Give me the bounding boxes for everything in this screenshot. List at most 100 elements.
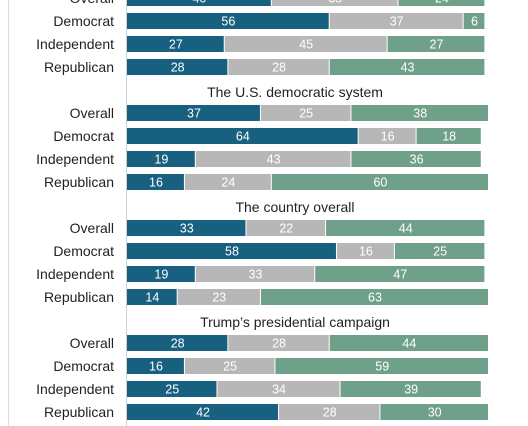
bar-segment [315,266,485,282]
bar-segment [228,59,329,75]
data-label: 56 [221,15,235,29]
data-label: 34 [272,383,286,397]
group-title: The U.S. democratic system [207,84,383,100]
category-label: Republican [44,174,114,190]
bar-segment [127,266,195,282]
data-label: 30 [428,406,442,420]
data-label: 28 [272,61,286,75]
bar-segment [228,335,329,351]
data-label: 27 [169,38,183,52]
bar-segment [340,381,481,397]
bar-segment [329,59,485,75]
bar-segment [224,36,387,52]
data-label: 23 [212,291,226,305]
category-label: Republican [44,404,114,420]
bar-segment [217,381,340,397]
bar-segment [127,358,184,374]
bar-segment [351,151,481,167]
data-label: 37 [390,15,404,29]
category-label: Independent [36,36,114,52]
bar-segment [127,151,195,167]
category-label: Overall [70,335,114,351]
data-label: 44 [402,337,416,351]
data-label: 47 [393,268,407,282]
bar-segment [394,243,485,259]
data-label: 36 [410,153,424,167]
data-label: 28 [171,61,185,75]
group-title: The country overall [235,199,354,215]
bar-segment [127,36,224,52]
category-label: Overall [70,0,114,6]
data-label: 43 [267,153,281,167]
bar-segment [127,243,336,259]
bar-segment [127,128,358,144]
bar-segment [275,358,488,374]
category-label: Independent [36,266,114,282]
data-label: 39 [404,383,418,397]
data-label: 16 [381,130,395,144]
bar-segment [184,358,275,374]
data-label: 33 [180,222,194,236]
data-label: 59 [375,360,389,374]
category-label: Democrat [53,358,114,374]
bar-segment [260,289,488,305]
data-label: 28 [272,337,286,351]
data-label: 18 [442,130,456,144]
bar-segment [329,13,463,29]
data-label: 42 [196,406,210,420]
data-label: 16 [149,360,163,374]
data-label: 24 [221,176,235,190]
data-label: 33 [249,268,263,282]
bar-segment [387,36,485,52]
bar-segment [279,404,380,420]
data-label: 40 [192,0,206,6]
data-label: 6 [471,15,478,29]
bar-segment [127,404,279,420]
bar-segment [127,335,228,351]
category-label: Overall [70,220,114,236]
data-label: 45 [299,38,313,52]
data-label: 14 [145,291,159,305]
bar-segment [127,59,228,75]
data-label: 25 [165,383,179,397]
bar-segment [358,128,416,144]
data-label: 58 [225,245,239,259]
bar-segment [127,381,217,397]
data-label: 24 [435,0,449,6]
group-title: Trump’s presidential campaign [200,314,390,330]
bar-segment [271,0,398,6]
category-label: Overall [70,105,114,121]
bar-segment [463,13,485,29]
category-label: Independent [36,381,114,397]
category-label: Independent [36,151,114,167]
bar-segment [271,174,488,190]
category-label: Democrat [53,243,114,259]
data-label: 19 [154,153,168,167]
data-label: 16 [149,176,163,190]
bar-segment [351,105,488,121]
bar-segment [127,289,177,305]
bar-segment [336,243,394,259]
bar-segment [329,335,488,351]
bar-segment [127,105,260,121]
data-label: 43 [401,61,415,75]
data-label: 25 [299,107,313,121]
bar-segment [177,289,260,305]
data-label: 25 [433,245,447,259]
category-label: Republican [44,289,114,305]
data-label: 38 [413,107,427,121]
data-label: 28 [323,406,337,420]
data-label: 16 [359,245,373,259]
category-label: Republican [44,59,114,75]
data-label: 35 [328,0,342,6]
data-label: 37 [187,107,201,121]
bar-segment [246,220,326,236]
bar-segment [127,13,329,29]
bar-segment [127,0,271,6]
category-label: Democrat [53,13,114,29]
category-label: Democrat [53,128,114,144]
data-label: 25 [223,360,237,374]
data-label: 22 [279,222,293,236]
bar-segment [127,220,246,236]
